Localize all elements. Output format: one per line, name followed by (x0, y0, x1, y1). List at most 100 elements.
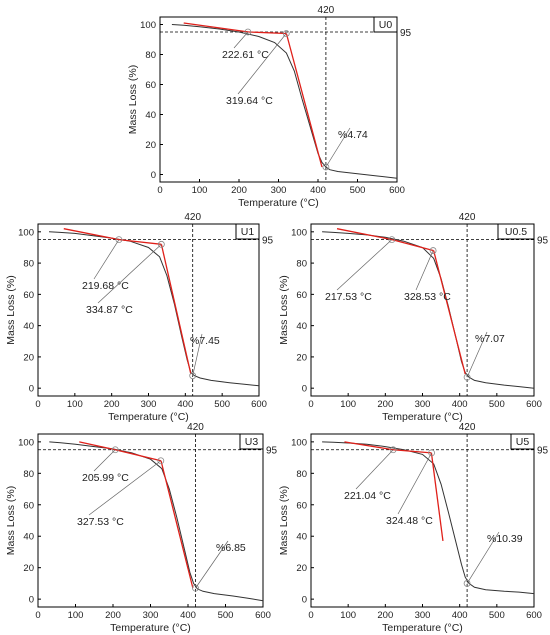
y-tick-label: 0 (302, 595, 307, 606)
annotation-label: 328.53 °C (404, 291, 451, 303)
x-tick-label: 300 (415, 610, 431, 621)
x-tick-label: 500 (218, 610, 234, 621)
x-tick-label: 0 (308, 610, 313, 621)
y-tick-label: 60 (23, 290, 34, 301)
annotation-leader (234, 32, 248, 48)
annotation-leader (398, 453, 432, 514)
reference-label-420: 420 (318, 5, 335, 16)
x-tick-label: 600 (526, 610, 542, 621)
x-tick-label: 0 (157, 185, 162, 196)
annotation-label: 205.99 °C (82, 472, 129, 484)
x-tick-label: 400 (310, 185, 326, 196)
tangent-line (184, 23, 249, 32)
x-tick-label: 400 (452, 610, 468, 621)
y-axis-label: Mass Loss (%) (278, 486, 290, 555)
tangent-line (344, 442, 393, 450)
y-tick-label: 60 (23, 500, 34, 511)
reference-label-420: 420 (459, 212, 476, 223)
y-axis-label: Mass Loss (%) (278, 275, 290, 344)
annotation-label: 334.87 °C (86, 304, 133, 316)
tga-curve (172, 25, 397, 179)
x-tick-label: 300 (143, 610, 159, 621)
x-tick-label: 100 (67, 399, 83, 410)
chart-panel-u5: 0 100 200 300 400 500 600020406080100Temperatu… (275, 420, 550, 635)
x-axis-label: Temperature (°C) (110, 622, 191, 634)
annotation-label: 221.04 °C (344, 490, 391, 502)
x-tick-label: 500 (350, 185, 366, 196)
y-tick-label: 100 (18, 437, 34, 448)
annotation-leader (89, 461, 161, 515)
x-tick-label: 400 (177, 399, 193, 410)
y-tick-label: 40 (296, 321, 307, 332)
chart-panel-u1: 0 100 200 300 400 500 600 0 20 40 60 80 100 Temperatu… (0, 210, 275, 420)
x-tick-label: 400 (180, 610, 196, 621)
tga-curve (49, 232, 259, 386)
y-axis-label: Mass Loss (%) (5, 486, 17, 555)
x-tick-label: 400 (452, 399, 468, 410)
x-tick-label: 0 (35, 399, 40, 410)
y-tick-label: 80 (296, 469, 307, 480)
y-tick-label: 20 (296, 352, 307, 363)
panel-label: U5 (516, 436, 530, 448)
y-tick-label: 80 (23, 259, 34, 270)
reference-label-95: 95 (537, 446, 549, 457)
tangent-line (434, 251, 466, 375)
y-tick-label: 100 (140, 20, 156, 31)
annotation-label: %7.07 (475, 333, 505, 345)
panel-label: U0.5 (505, 226, 527, 238)
y-tick-label: 0 (151, 170, 156, 181)
x-tick-label: 300 (141, 399, 157, 410)
y-tick-label: 0 (29, 384, 34, 395)
x-tick-label: 200 (105, 610, 121, 621)
tangent-line (431, 453, 443, 541)
annotation-label: %10.39 (487, 533, 523, 545)
tangent-line (119, 240, 161, 245)
y-axis-label: Mass Loss (%) (127, 65, 139, 134)
annotation-label: 217.53 °C (325, 291, 372, 303)
annotation-leader (238, 34, 286, 95)
y-tick-label: 40 (23, 532, 34, 543)
y-tick-label: 100 (18, 227, 34, 238)
panel-label: U1 (241, 226, 255, 238)
y-tick-label: 100 (291, 437, 307, 448)
y-tick-label: 20 (23, 563, 34, 574)
annotation-leader (356, 450, 393, 489)
x-tick-label: 200 (377, 610, 393, 621)
annotation-label: 319.64 °C (226, 95, 273, 107)
x-tick-label: 600 (255, 610, 271, 621)
annotation-label: 327.53 °C (77, 516, 124, 528)
tangent-line (161, 461, 193, 588)
reference-label-95: 95 (262, 236, 274, 247)
tangent-line (393, 450, 431, 453)
reference-label-420: 420 (187, 422, 204, 433)
y-tick-label: 0 (29, 595, 34, 606)
reference-label-95: 95 (400, 28, 412, 39)
tangent-line (64, 229, 119, 240)
annotation-leader (98, 244, 161, 303)
y-tick-label: 100 (291, 227, 307, 238)
x-tick-label: 100 (340, 399, 356, 410)
y-tick-label: 0 (302, 384, 307, 395)
annotation-leader (337, 240, 392, 290)
x-tick-label: 500 (489, 610, 505, 621)
x-tick-label: 500 (214, 399, 230, 410)
y-tick-label: 40 (23, 321, 34, 332)
reference-label-420: 420 (459, 422, 476, 433)
panel-label: U3 (245, 436, 259, 448)
x-axis-label: Temperature (°C) (238, 197, 319, 209)
annotation-leader (94, 240, 119, 279)
y-tick-label: 60 (296, 290, 307, 301)
annotation-label: 324.48 °C (386, 515, 433, 527)
plot-frame (38, 224, 259, 396)
chart-panel-u3: 0 100 200 300 400 500 600020406080100Temperatu… (0, 420, 275, 635)
x-tick-label: 100 (192, 185, 208, 196)
x-tick-label: 600 (389, 185, 405, 196)
plot-frame (160, 17, 397, 182)
x-tick-label: 600 (251, 399, 267, 410)
tangent-line (161, 244, 190, 374)
x-tick-label: 500 (489, 399, 505, 410)
x-tick-label: 300 (415, 399, 431, 410)
y-tick-label: 40 (145, 110, 156, 121)
reference-label-95: 95 (537, 236, 549, 247)
x-tick-label: 0 (35, 610, 40, 621)
